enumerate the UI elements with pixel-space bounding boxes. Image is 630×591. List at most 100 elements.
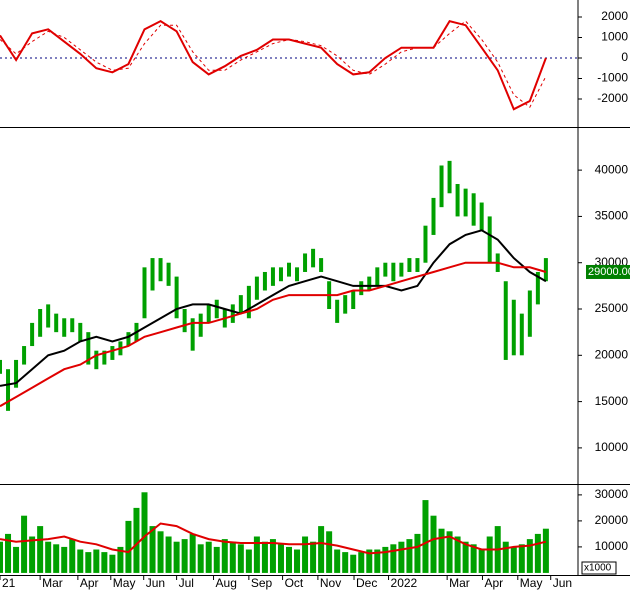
price-bar: [303, 253, 308, 272]
y-tick-label: 20000: [595, 513, 629, 527]
x-tick-label: 2022: [391, 576, 418, 590]
price-bar: [174, 276, 179, 319]
volume-bar: [502, 541, 509, 573]
price-bar: [158, 258, 163, 282]
y-tick-label: -2000: [597, 91, 628, 105]
y-tick-label: 20000: [595, 347, 629, 361]
volume-bar: [117, 546, 124, 573]
volume-bar: [422, 500, 429, 573]
volume-bar: [69, 539, 76, 573]
volume-bar: [125, 520, 132, 573]
price-bar: [287, 262, 291, 277]
volume-bar: [350, 554, 357, 573]
volume-bar: [542, 528, 549, 573]
volume-bar: [29, 536, 36, 573]
price-bar: [335, 299, 340, 323]
price-bar: [6, 369, 11, 411]
volume-bar: [0, 541, 3, 573]
volume-bar: [13, 546, 20, 573]
price-bar: [150, 258, 155, 291]
y-tick-label: 40000: [595, 162, 629, 176]
volume-bar: [37, 526, 44, 573]
x-tick-label: Nov: [320, 576, 341, 590]
volume-bar: [302, 536, 309, 573]
price-bar: [463, 188, 468, 217]
price-bar: [0, 359, 2, 374]
volume-bar: [133, 507, 140, 573]
volume-bar: [173, 541, 180, 573]
price-bar: [86, 332, 91, 365]
volume-bar: [430, 515, 437, 573]
price-bar: [30, 322, 35, 347]
price-bar: [22, 346, 27, 365]
line-series: [0, 20, 547, 108]
price-bar: [230, 304, 235, 323]
price-bar: [487, 216, 492, 263]
y-tick-label: 35000: [595, 209, 629, 223]
price-bar: [543, 258, 548, 282]
price-bar: [214, 299, 219, 319]
price-bar: [527, 290, 532, 337]
price-bar: [471, 193, 476, 226]
volume-bar: [5, 533, 12, 573]
volume-bar: [197, 544, 204, 573]
x-tick-label: Dec: [356, 576, 377, 590]
volume-bar: [294, 549, 301, 573]
volume-bar: [253, 536, 260, 573]
price-bar: [535, 271, 540, 305]
price-bar: [278, 267, 283, 282]
x-tick-label: Jun: [146, 576, 165, 590]
price-bar: [70, 318, 75, 333]
y-tick-label: 0: [621, 50, 628, 64]
price-bar: [407, 258, 412, 272]
price-bar: [295, 267, 300, 282]
price-bar: [142, 267, 147, 319]
price-bar: [503, 281, 508, 360]
volume-bar: [245, 549, 252, 573]
volume-bar: [438, 528, 445, 573]
volume-bar: [374, 549, 381, 573]
price-bar: [246, 285, 251, 319]
volume-bar: [382, 546, 389, 573]
x-tick-label: Apr: [484, 576, 503, 590]
volume-bar: [109, 554, 116, 573]
price-bar: [54, 313, 59, 333]
price-bar: [126, 332, 131, 347]
x-tick-label: Oct: [285, 576, 304, 590]
price-bar: [78, 322, 83, 342]
price-bar: [62, 318, 67, 337]
volume-bar: [53, 544, 60, 573]
price-bar: [38, 309, 43, 337]
price-bar: [311, 248, 316, 268]
price-bar: [343, 295, 348, 314]
volume-bar: [526, 539, 533, 573]
volume-bar: [454, 536, 461, 573]
line-series: [0, 229, 547, 387]
volume-bar: [486, 536, 493, 573]
price-bar: [351, 290, 356, 310]
volume-bar: [77, 549, 84, 573]
volume-bar: [478, 549, 485, 573]
price-bar: [519, 313, 524, 356]
price-bar: [102, 350, 107, 365]
volume-bar: [446, 531, 453, 573]
volume-bar: [326, 531, 333, 573]
volume-bar: [269, 539, 276, 573]
price-bar: [46, 304, 51, 328]
last-value-label: 29000.00: [588, 266, 630, 278]
price-bar: [254, 276, 259, 300]
price-bar: [375, 267, 380, 286]
volume-bar: [165, 536, 172, 573]
volume-bar: [518, 544, 525, 573]
price-bar: [198, 313, 203, 337]
price-bar: [166, 262, 171, 286]
price-bar: [359, 281, 364, 296]
price-bar: [206, 304, 211, 323]
last-value-box: [586, 264, 630, 279]
x-tick-label: May: [113, 576, 136, 590]
x-tick-label: Mar: [42, 576, 63, 590]
x-tick-label: 21: [2, 576, 16, 590]
line-series: [0, 261, 547, 408]
x-tick-label: Mar: [449, 576, 470, 590]
